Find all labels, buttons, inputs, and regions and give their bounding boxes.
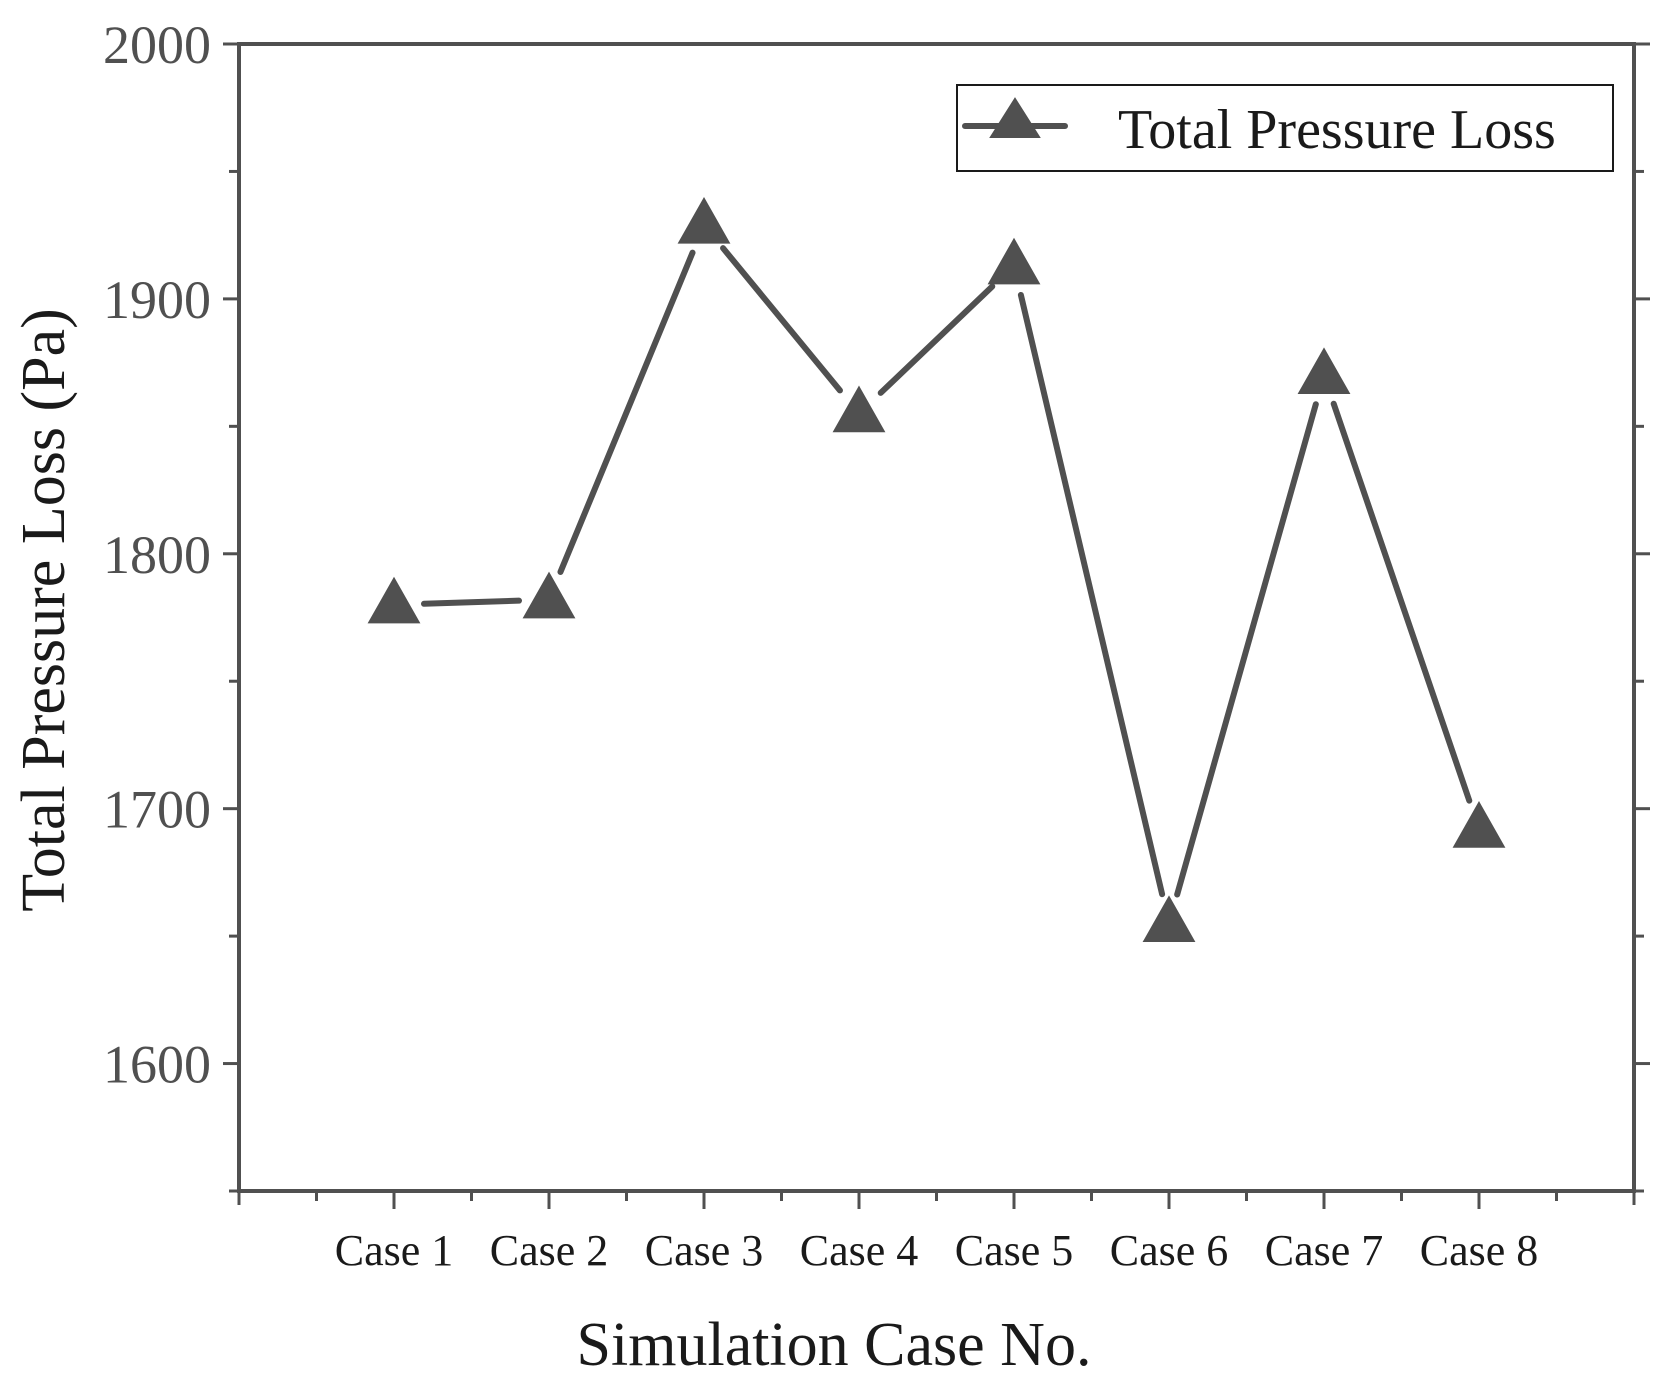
legend-label: Total Pressure Loss xyxy=(1118,99,1556,161)
y-axis-label: Total Pressure Loss (Pa) xyxy=(10,308,78,912)
y-tick-label: 2000 xyxy=(103,15,211,75)
series-line-segment xyxy=(877,283,996,396)
y-tick-label: 1800 xyxy=(103,525,211,585)
data-point-case-3 xyxy=(677,196,731,244)
series-line-segment xyxy=(1330,400,1473,804)
x-tick-label: Case 1 xyxy=(335,1226,454,1275)
data-point-case-8 xyxy=(1452,801,1506,848)
data-point-case-7 xyxy=(1297,347,1351,395)
legend: Total Pressure Loss xyxy=(956,84,1614,172)
x-tick-label: Case 6 xyxy=(1110,1226,1229,1275)
x-tick-label: Case 2 xyxy=(490,1226,609,1275)
series-line-segment xyxy=(420,597,523,607)
x-axis-label: Simulation Case No. xyxy=(577,1311,1092,1379)
series-line-segment xyxy=(557,249,696,575)
data-point-case-5 xyxy=(987,237,1041,285)
y-tick-label: 1600 xyxy=(103,1035,211,1095)
x-tick-label: Case 5 xyxy=(955,1226,1074,1275)
axes-layer: 1600 1700 1800 1900 2000 Case 1 Case 2 Case 3 Ca… xyxy=(103,15,1650,1275)
legend-triangle-marker xyxy=(989,97,1041,138)
series-layer xyxy=(367,196,1506,943)
data-point-case-6 xyxy=(1142,895,1196,943)
data-point-case-1 xyxy=(367,576,421,624)
x-tick-label: Case 8 xyxy=(1420,1226,1539,1275)
data-point-case-4 xyxy=(832,385,886,433)
series-line-segment xyxy=(720,245,843,394)
series-line-segment xyxy=(1017,291,1166,898)
x-tick-label: Case 4 xyxy=(800,1226,919,1275)
data-point-case-2 xyxy=(522,571,576,619)
y-tick-label: 1700 xyxy=(103,780,211,840)
series-line-segment xyxy=(1174,401,1319,898)
x-tick-label: Case 7 xyxy=(1265,1226,1384,1275)
x-tick-label: Case 3 xyxy=(645,1226,764,1275)
y-tick-label: 1900 xyxy=(103,270,211,330)
